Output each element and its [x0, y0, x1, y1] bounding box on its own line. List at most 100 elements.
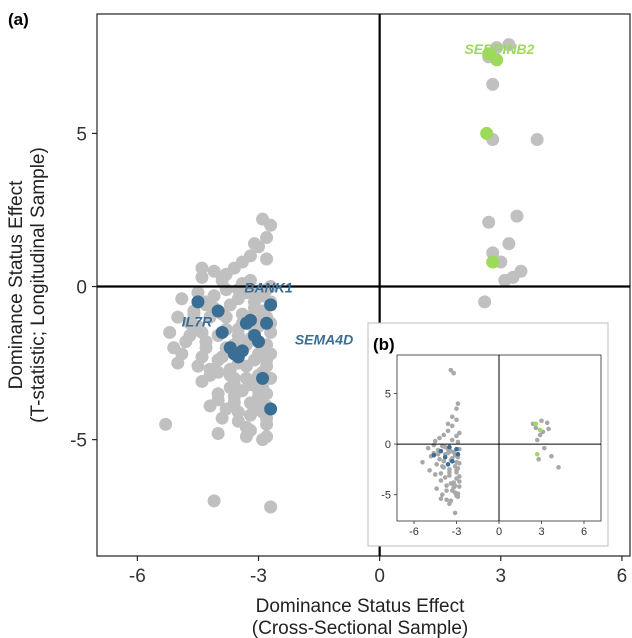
- main-point-highlight_neg: [215, 325, 229, 339]
- main-point-background: [195, 270, 209, 284]
- main-point-background: [502, 237, 516, 251]
- inset-y-tick-label: 5: [385, 388, 391, 400]
- main-point-highlight_neg: [191, 295, 205, 309]
- main-point-background: [211, 353, 225, 367]
- inset-point-background: [434, 486, 439, 491]
- inset-y-tick-label: 0: [385, 439, 391, 451]
- inset-point-highlight_neg: [445, 462, 451, 467]
- inset-point-background: [452, 510, 458, 516]
- main-point-background: [256, 381, 270, 395]
- inset-point-background: [534, 437, 540, 443]
- inset-point-background: [455, 491, 461, 496]
- inset-point-background: [448, 498, 454, 504]
- inset-point-background: [454, 433, 459, 439]
- panel-label-b: (b): [373, 335, 395, 354]
- main-point-background: [231, 405, 245, 419]
- main-point-background: [191, 286, 205, 300]
- main-point-background: [478, 295, 492, 309]
- inset-point-background: [441, 432, 447, 438]
- main-point-background: [486, 77, 500, 91]
- main-point-background: [207, 264, 221, 278]
- inset-point-background: [441, 458, 447, 464]
- inset-point-background: [427, 468, 432, 473]
- main-point-background: [163, 325, 177, 339]
- inset-point-background: [420, 459, 425, 465]
- gene-label: BANK1: [244, 280, 292, 296]
- inset-point-background: [431, 442, 437, 448]
- main-point-background: [482, 215, 496, 229]
- inset-point-background: [425, 445, 431, 451]
- main-point-background: [256, 212, 270, 226]
- main-point-background: [187, 307, 201, 321]
- main-point-background: [239, 430, 253, 444]
- main-point-background: [191, 319, 205, 333]
- inset-point-background: [536, 456, 541, 462]
- inset-scatter-panel: (b) -6 -3 0 3 6 -5 0 5: [367, 322, 609, 547]
- inset-point-background: [442, 475, 448, 480]
- main-point-highlight_neg: [260, 316, 274, 330]
- inset-point-background: [451, 370, 456, 376]
- main-point-background: [207, 494, 221, 508]
- inset-point-highlight_neg: [447, 444, 452, 450]
- inset-point-background: [455, 439, 461, 445]
- inset-point-background: [440, 492, 445, 497]
- main-point-background: [247, 286, 261, 300]
- inset-point-highlight_pos: [537, 427, 543, 433]
- inset-point-background: [454, 406, 459, 411]
- main-scatter-panel: (a) -6 -3 0 3 6 -5 0 5 SERPINB2 BANK1 IL7R SEMA4D Dom…: [6, 10, 631, 638]
- inset-point-background: [444, 497, 449, 503]
- main-point-background: [231, 414, 245, 428]
- inset-point-background: [542, 445, 547, 451]
- inset-point-background: [437, 435, 442, 441]
- main-point-background: [247, 295, 261, 309]
- main-point-background: [211, 427, 225, 441]
- inset-point-background: [438, 471, 444, 476]
- inset-point-background: [447, 473, 452, 478]
- main-point-background: [159, 417, 173, 431]
- main-point-background: [239, 359, 253, 373]
- main-y-tick-label: 5: [76, 124, 87, 145]
- inset-point-background: [454, 470, 459, 475]
- main-y-tick-label: 0: [76, 278, 87, 299]
- main-point-background: [243, 396, 257, 410]
- inset-point-background: [449, 437, 455, 443]
- main-point-background: [530, 133, 544, 147]
- main-point-highlight_neg: [211, 304, 225, 318]
- inset-point-background: [457, 474, 462, 479]
- main-point-highlight_neg: [247, 329, 261, 343]
- inset-point-highlight_neg: [449, 458, 455, 464]
- main-point-background: [227, 390, 241, 404]
- main-point-background: [514, 264, 528, 278]
- inset-point-background: [445, 450, 451, 456]
- main-y-tick-label: -5: [70, 431, 87, 452]
- inset-point-background: [438, 496, 444, 502]
- main-point-background: [183, 329, 197, 343]
- main-point-background: [486, 246, 500, 260]
- inset-point-background: [432, 472, 438, 477]
- main-point-background: [219, 267, 233, 281]
- main-point-background: [256, 433, 270, 447]
- main-point-background: [199, 335, 213, 349]
- main-point-background: [175, 292, 189, 306]
- inset-point-background: [449, 414, 455, 420]
- main-point-highlight_neg: [243, 313, 257, 327]
- x-axis-title-line2: (Cross-Sectional Sample): [252, 618, 468, 638]
- inset-point-background: [457, 484, 462, 489]
- y-axis-title-line2: (T-statistic; Longitudinal Sample): [28, 147, 49, 423]
- main-point-highlight_pos: [490, 53, 504, 67]
- main-point-highlight_neg: [264, 298, 278, 312]
- inset-point-background: [455, 401, 461, 406]
- inset-point-background: [444, 483, 449, 488]
- main-point-highlight_neg: [227, 347, 241, 361]
- inset-x-tick-label: 0: [496, 526, 502, 538]
- main-point-background: [175, 347, 189, 361]
- main-point-background: [203, 362, 217, 376]
- inset-point-background: [437, 456, 442, 462]
- inset-point-background: [432, 438, 438, 444]
- inset-point-background: [556, 465, 561, 470]
- inset-point-background: [444, 488, 449, 493]
- main-point-highlight_neg: [256, 371, 270, 385]
- main-point-background: [260, 353, 274, 367]
- main-point-background: [195, 350, 209, 364]
